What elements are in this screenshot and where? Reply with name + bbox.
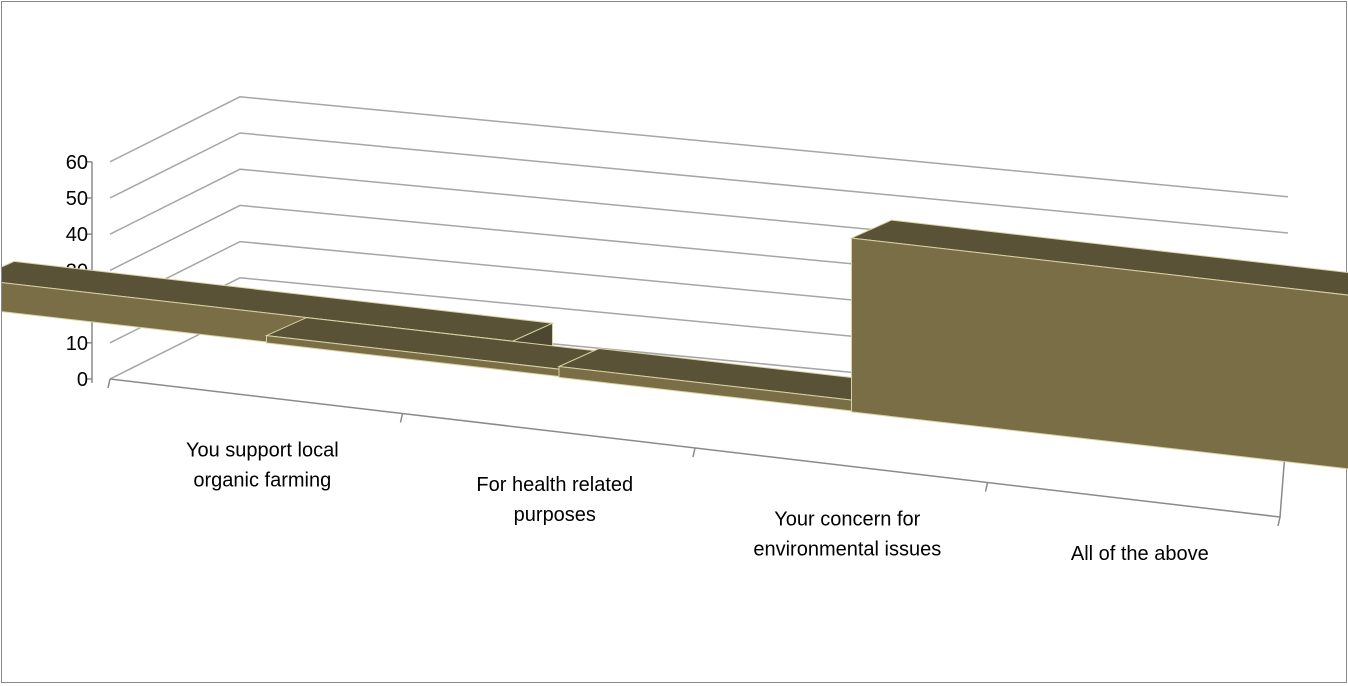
- x-category-label-line: Your concern for: [774, 508, 920, 530]
- y-tick-label: 40: [66, 224, 88, 246]
- x-category-label-line: You support local: [186, 439, 339, 461]
- x-category-label-line: environmental issues: [753, 538, 941, 560]
- x-category-label-line: All of the above: [1071, 543, 1209, 565]
- gridline-50: [110, 133, 1288, 233]
- x-tick-mark: [108, 379, 110, 388]
- y-tick-label: 60: [66, 152, 88, 174]
- x-category-label-line: purposes: [514, 504, 596, 526]
- x-category-label-line: For health related: [476, 474, 633, 496]
- x-category-labels: You support local organic farming For heal…: [186, 439, 1209, 565]
- y-tick-label: 50: [66, 188, 88, 210]
- x-category-label-line: organic farming: [193, 469, 331, 491]
- x-category-label: Your concern for environmental issues: [753, 508, 941, 560]
- x-tick-mark: [401, 414, 403, 423]
- x-category-label: For health related purposes: [476, 474, 633, 526]
- x-category-label: All of the above: [1071, 543, 1209, 565]
- y-tick-label: 0: [77, 369, 88, 391]
- bar-4: [852, 220, 1348, 474]
- bars: [2, 220, 1348, 474]
- x-tick-mark: [1278, 517, 1280, 526]
- gridline-60: [110, 97, 1288, 197]
- x-category-label: You support local organic farming: [186, 439, 339, 491]
- y-tick-label: 10: [66, 333, 88, 355]
- x-tick-mark: [693, 448, 695, 457]
- x-tick-mark: [986, 483, 988, 492]
